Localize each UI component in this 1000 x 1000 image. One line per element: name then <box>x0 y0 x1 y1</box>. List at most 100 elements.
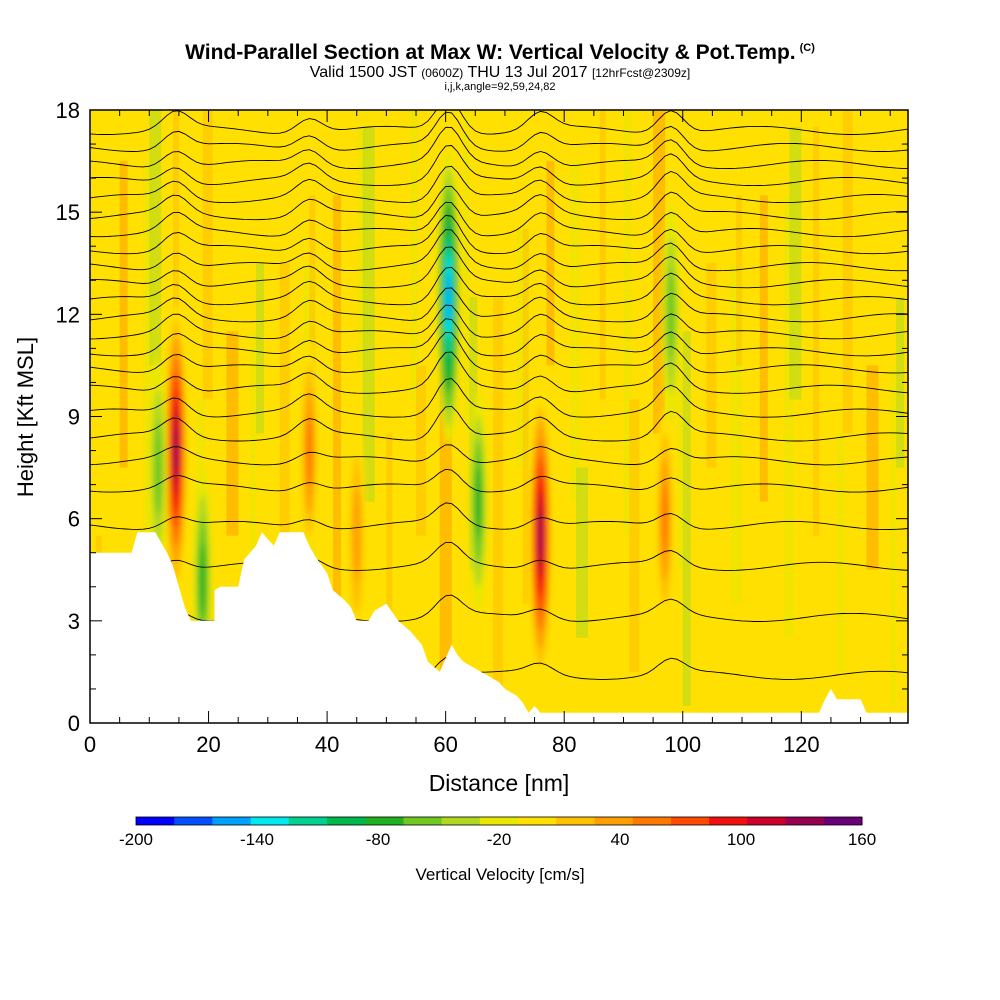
theta-contour <box>90 145 908 187</box>
theta-contour <box>90 331 908 374</box>
velocity-cell <box>199 543 206 617</box>
velocity-streak <box>682 331 691 706</box>
colorbar-swatch <box>174 817 213 825</box>
y-tick-label: 3 <box>68 609 80 634</box>
terrain-mask <box>90 532 908 723</box>
theta-contour <box>90 351 908 394</box>
velocity-streak <box>333 195 342 604</box>
theta-contour <box>90 502 908 531</box>
colorbar-swatch <box>327 817 366 825</box>
velocity-streak <box>119 161 128 468</box>
y-axis-label: Height [Kft MSL] <box>13 337 38 497</box>
x-tick-label: 0 <box>84 732 96 757</box>
colorbar-swatch <box>136 817 175 825</box>
chart-title-suffix: (C) <box>799 42 815 54</box>
theta-contour <box>90 126 908 170</box>
velocity-cell <box>661 481 669 556</box>
theta-contours <box>90 110 908 680</box>
x-tick-label: 120 <box>783 732 820 757</box>
colorbar-swatch <box>518 817 557 825</box>
theta-contour <box>90 444 908 466</box>
velocity-streak <box>653 110 666 434</box>
colorbar-tick-labels: -200 -140 -80 -20 40 100 160 <box>119 830 876 849</box>
theta-contour <box>90 304 908 340</box>
y-tick-label: 0 <box>68 711 80 736</box>
velocity-streak <box>736 195 743 366</box>
x-tick-label: 60 <box>433 732 457 757</box>
x-tick-label: 80 <box>552 732 576 757</box>
y-tick-label: 9 <box>68 405 80 430</box>
x-axis-label: Distance [nm] <box>429 770 570 796</box>
theta-contour <box>90 318 908 357</box>
velocity-streak <box>279 263 290 570</box>
colorbar-swatch <box>785 817 825 825</box>
plot-area <box>90 110 908 723</box>
velocity-cell <box>352 488 361 583</box>
colorbar-swatch <box>670 817 710 825</box>
colorbar-swatch <box>632 817 672 825</box>
velocity-streak <box>896 297 905 468</box>
y-tick-label: 18 <box>56 98 80 123</box>
colorbar-swatch <box>479 817 519 825</box>
chart-subtitle-indices: i,j,k,angle=92,59,24,82 <box>444 81 556 93</box>
theta-contour <box>90 111 908 152</box>
theta-contour <box>90 165 908 204</box>
x-tick-label: 20 <box>196 732 220 757</box>
velocity-streak <box>226 331 239 536</box>
velocity-streak <box>493 297 504 706</box>
y-tick-label: 6 <box>68 507 80 532</box>
velocity-streak <box>890 365 897 706</box>
velocity-streak <box>309 195 316 468</box>
colorbar-swatch <box>823 817 863 825</box>
colorbar-swatch <box>212 817 252 825</box>
velocity-streak <box>416 365 427 536</box>
velocity-streak <box>842 110 853 434</box>
x-tick-label: 40 <box>315 732 339 757</box>
velocity-streak <box>202 110 213 400</box>
colorbar-swatch <box>250 817 290 825</box>
velocity-streak <box>623 110 632 536</box>
theta-contour <box>90 246 908 289</box>
velocity-streak <box>386 433 393 638</box>
velocity-cell <box>154 420 163 515</box>
colorbar-label: Vertical Velocity [cm/s] <box>415 865 584 884</box>
colorbar-swatch <box>556 817 596 825</box>
x-tick-labels: 0 20 40 60 80 100 120 <box>84 732 820 757</box>
velocity-cell <box>446 271 451 324</box>
velocity-streak <box>522 229 529 604</box>
colorbar-tick-label: 100 <box>727 830 755 849</box>
y-tick-label: 15 <box>56 200 80 225</box>
velocity-streak <box>356 127 367 366</box>
velocity-cell <box>306 413 313 488</box>
theta-contour <box>90 201 908 238</box>
colorbar-tick-label: 160 <box>848 830 876 849</box>
colorbar-swatch <box>365 817 404 825</box>
velocity-streak <box>250 331 257 672</box>
colorbar-swatch <box>594 817 634 825</box>
colorbar-tick-label: -20 <box>487 830 512 849</box>
theta-contour <box>90 229 908 272</box>
y-tick-label: 12 <box>56 302 80 327</box>
velocity-streak <box>255 263 264 434</box>
theta-contour <box>90 287 908 323</box>
x-tick-label: 100 <box>664 732 701 757</box>
colorbar-tick-label: -140 <box>240 830 274 849</box>
velocity-cell <box>475 464 482 539</box>
theta-contour <box>90 214 908 255</box>
colorbar <box>135 816 863 826</box>
colorbar-swatch <box>747 817 787 825</box>
velocity-cell <box>538 509 543 562</box>
colorbar-swatch <box>288 817 328 825</box>
colorbar-tick-label: -80 <box>366 830 391 849</box>
velocity-streak <box>706 263 717 468</box>
velocity-streak <box>599 110 606 400</box>
chart-subtitle: Valid 1500 JST (0600Z) THU 13 Jul 2017 [… <box>309 64 691 81</box>
velocity-streak <box>546 161 555 366</box>
axis-ticks <box>89 109 908 724</box>
velocity-streak <box>759 195 768 502</box>
velocity-streak <box>143 161 154 604</box>
colorbar-swatch <box>709 817 748 825</box>
colorbar-tick-label: -200 <box>119 830 153 849</box>
velocity-streak <box>866 365 879 570</box>
